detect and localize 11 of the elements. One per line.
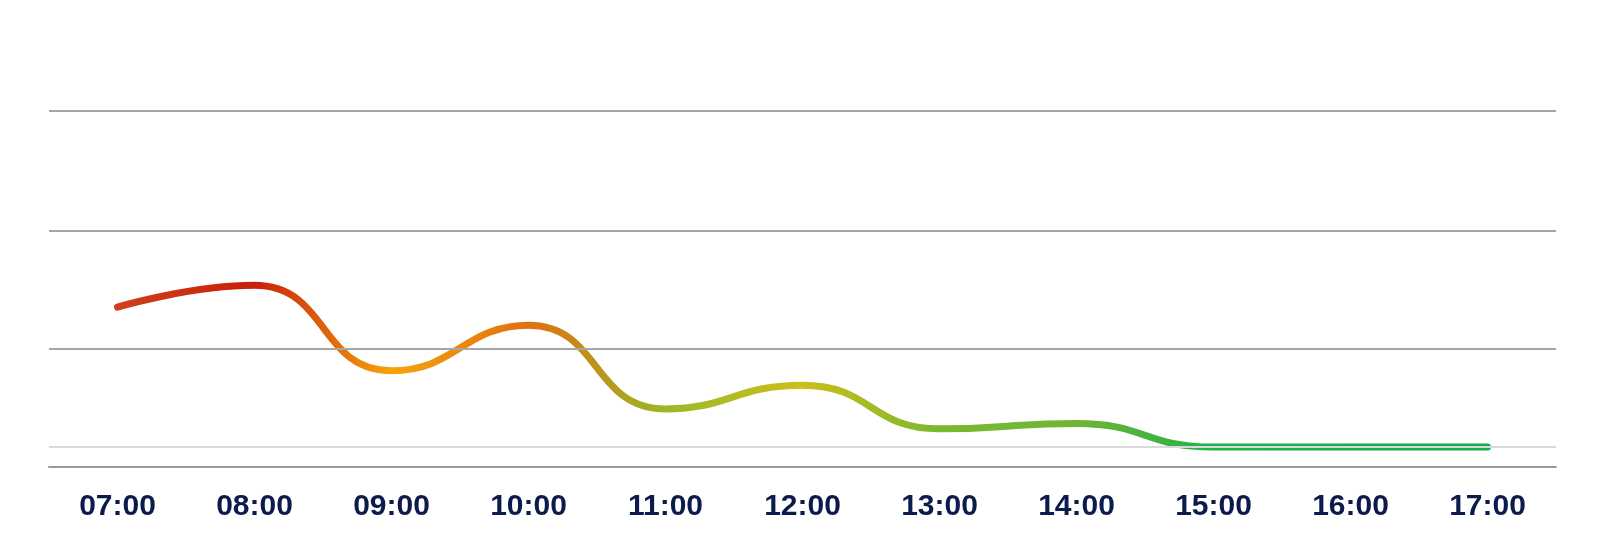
x-tick-label: 07:00 [79,487,156,521]
x-tick-label: 15:00 [1175,487,1252,521]
x-tick-label: 11:00 [627,487,704,521]
x-tick-label: 13:00 [901,487,978,521]
x-tick-label: 08:00 [216,487,293,521]
x-tick-label: 12:00 [764,487,841,521]
x-tick-label: 10:00 [490,487,567,521]
x-tick-label: 09:00 [353,487,430,521]
x-tick-label: 16:00 [1312,487,1389,521]
x-tick-label: 14:00 [1038,487,1115,521]
x-tick-label: 17:00 [1449,487,1526,521]
